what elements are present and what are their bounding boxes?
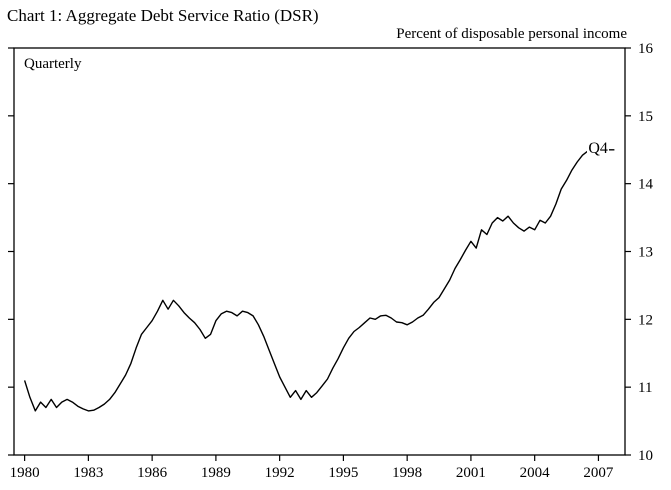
plot-frame [13, 47, 626, 456]
x-axis-tick-label: 1992 [265, 465, 295, 481]
x-axis-tick-label: 1998 [392, 465, 422, 481]
y-axis-tick-label: 14 [638, 177, 654, 193]
dsr-line [23, 147, 615, 412]
y-axis-tick-label: 13 [638, 245, 653, 261]
x-axis-tick-label: 1989 [201, 465, 231, 481]
y-axis-tick-label: 11 [638, 380, 652, 396]
chart-title: Chart 1: Aggregate Debt Service Ratio (D… [7, 6, 319, 25]
frequency-label: Quarterly [24, 56, 82, 72]
x-axis-tick-label: 1983 [73, 465, 103, 481]
x-axis-tick-label: 1980 [10, 465, 40, 481]
x-axis-tick-label: 2007 [583, 465, 614, 481]
y-axis-tick-label: 10 [638, 448, 653, 464]
y-axis-tick-label: 16 [638, 41, 654, 57]
x-axis-tick-label: 2001 [456, 465, 486, 481]
y-axis-tick-label: 12 [638, 312, 653, 328]
series-end-label: Q4 [587, 139, 609, 158]
x-axis-tick-label: 1986 [137, 465, 168, 481]
y-axis-tick-label: 15 [638, 109, 653, 125]
x-axis-tick-label: 2004 [520, 465, 551, 481]
x-axis-tick-label: 1995 [328, 465, 358, 481]
y-axis-unit-label: Percent of disposable personal income [396, 26, 627, 42]
